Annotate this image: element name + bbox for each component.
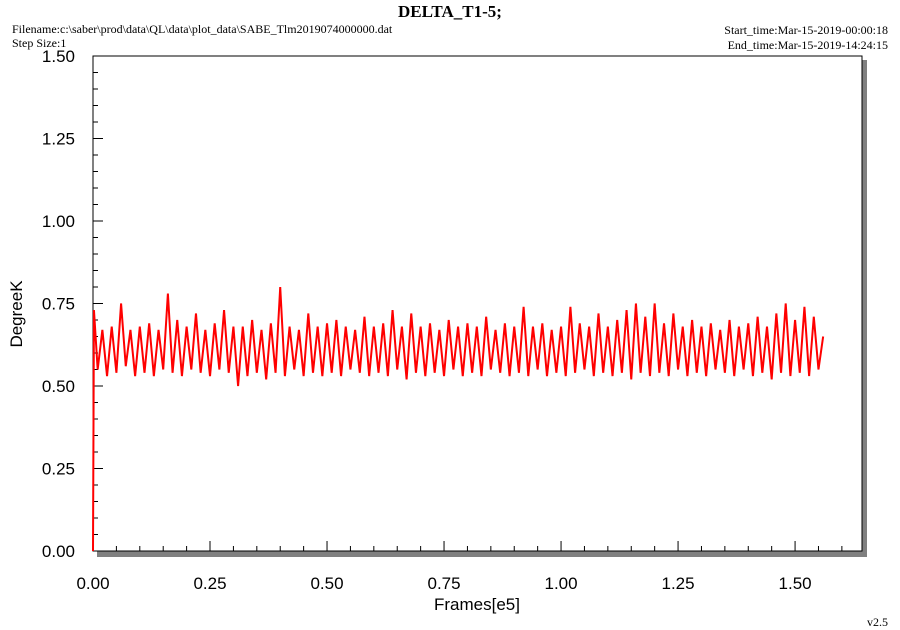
filename: Filename:c:\saber\prod\data\QL\data\plot… xyxy=(12,22,393,36)
step-size: Step Size:1 xyxy=(12,36,66,50)
y-tick-label: 1.25 xyxy=(42,130,75,149)
y-tick-label: 0.25 xyxy=(42,460,75,479)
x-tick-label: 0.25 xyxy=(193,574,226,593)
y-tick-label: 1.50 xyxy=(42,47,75,66)
x-tick-label: 1.50 xyxy=(779,574,812,593)
start-time: Start_time:Mar-15-2019-00:00:18 xyxy=(724,23,888,37)
x-tick-label: 1.25 xyxy=(662,574,695,593)
x-tick-label: 0.50 xyxy=(310,574,343,593)
y-axis-label: DegreeK xyxy=(7,280,26,348)
data-line xyxy=(92,286,825,552)
y-tick-label: 0.75 xyxy=(42,295,75,314)
plot-area xyxy=(92,55,863,552)
x-tick-label: 0.00 xyxy=(76,574,109,593)
chart-title: DELTA_T1-5; xyxy=(398,2,502,21)
y-tick-label: 0.50 xyxy=(42,377,75,396)
x-tick-label: 1.00 xyxy=(544,574,577,593)
x-axis-label: Frames[e5] xyxy=(434,595,520,614)
y-tick-label: 1.00 xyxy=(42,212,75,231)
version: v2.5 xyxy=(867,615,888,629)
x-tick-label: 0.75 xyxy=(427,574,460,593)
y-tick-label: 0.00 xyxy=(42,542,75,561)
end-time: End_time:Mar-15-2019-14:24:15 xyxy=(728,38,888,52)
